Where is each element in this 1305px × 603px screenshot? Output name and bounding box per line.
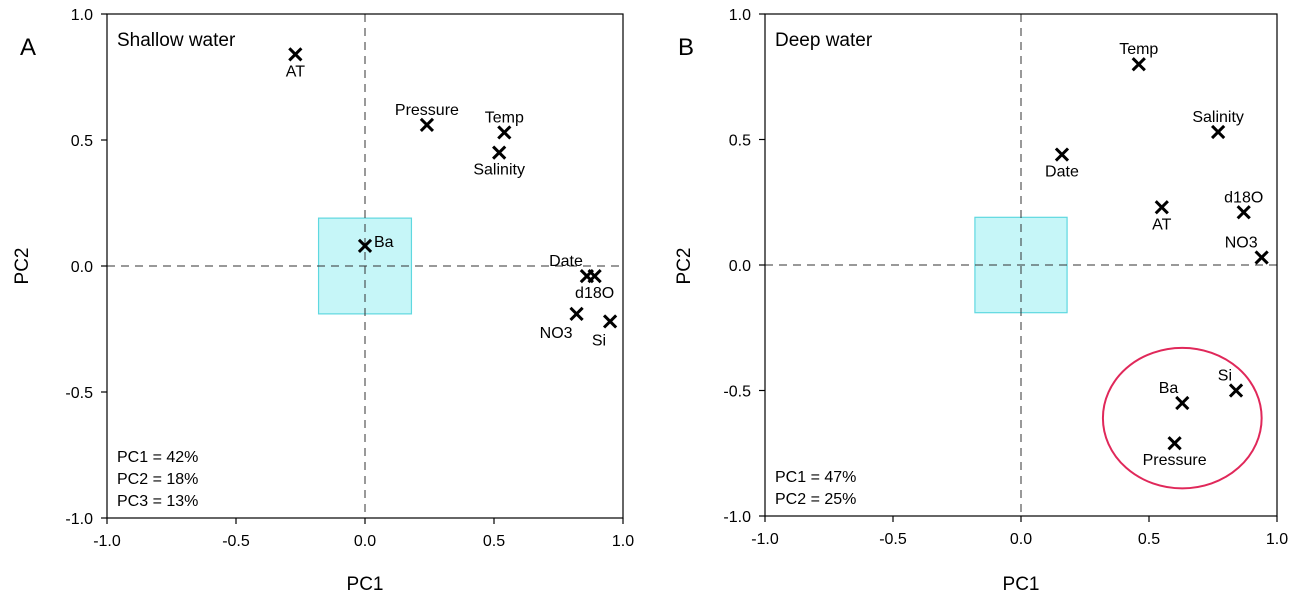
y-axis-label: PC2 — [674, 248, 695, 285]
chart-title: Shallow water — [117, 30, 236, 51]
point-label-si: Si — [592, 332, 606, 349]
point-label-ba: Ba — [1159, 380, 1179, 397]
y-tick-label: -1.0 — [723, 509, 751, 526]
point-marker-d18o — [587, 268, 602, 284]
point-label-pressure: Pressure — [395, 102, 459, 119]
point-marker-ba — [357, 238, 373, 253]
point-label-d18o: d18O — [575, 285, 614, 302]
point-marker-temp — [497, 125, 512, 140]
point-label-at: AT — [1152, 216, 1171, 233]
x-tick-label: 0.5 — [483, 533, 505, 550]
variance-stat: PC1 = 47% — [775, 469, 856, 486]
y-tick-label: 0.0 — [71, 259, 93, 276]
y-tick-label: 1.0 — [729, 7, 751, 24]
point-label-ba: Ba — [374, 234, 394, 251]
point-label-si: Si — [1218, 368, 1232, 385]
chart-title: Deep water — [775, 30, 873, 51]
point-label-date: Date — [1045, 164, 1079, 181]
x-tick-label: -0.5 — [879, 531, 907, 548]
y-tick-label: -0.5 — [65, 385, 93, 402]
point-label-no3: NO3 — [1225, 234, 1258, 251]
x-tick-label: 0.0 — [1010, 531, 1032, 548]
point-marker-si — [602, 314, 618, 329]
panel-label: B — [678, 34, 694, 61]
point-marker-pressure — [1167, 436, 1182, 451]
point-label-no3: NO3 — [540, 325, 573, 342]
point-label-date: Date — [549, 253, 583, 270]
x-tick-label: 1.0 — [1266, 531, 1288, 548]
variance-stat: PC3 = 13% — [117, 493, 198, 510]
variance-stat: PC1 = 42% — [117, 449, 198, 466]
point-label-temp: Temp — [1119, 41, 1158, 58]
highlight-ellipse — [1101, 346, 1263, 490]
x-tick-label: -1.0 — [751, 531, 779, 548]
point-marker-salinity — [1210, 124, 1226, 140]
point-label-temp: Temp — [485, 109, 524, 126]
x-axis-label: PC1 — [1003, 574, 1040, 595]
point-label-at: AT — [286, 63, 305, 80]
x-tick-label: 0.0 — [354, 533, 376, 550]
panel-label: A — [20, 34, 36, 61]
variance-stat: PC2 = 18% — [117, 471, 198, 488]
point-marker-date — [1054, 147, 1070, 162]
point-marker-d18o — [1236, 205, 1251, 220]
point-marker-no3 — [1254, 250, 1269, 265]
x-tick-label: -1.0 — [93, 533, 121, 550]
point-marker-pressure — [419, 117, 435, 133]
y-tick-label: 0.5 — [71, 133, 93, 150]
x-axis-label: PC1 — [347, 574, 384, 595]
y-tick-label: 0.0 — [729, 258, 751, 275]
point-label-salinity: Salinity — [473, 162, 525, 179]
y-tick-label: 0.5 — [729, 133, 751, 150]
x-tick-label: -0.5 — [222, 533, 250, 550]
y-axis-label: PC2 — [12, 248, 33, 285]
point-marker-at — [1154, 200, 1169, 215]
point-label-d18o: d18O — [1224, 189, 1263, 206]
y-tick-label: -1.0 — [65, 511, 93, 528]
x-tick-label: 1.0 — [612, 533, 634, 550]
point-marker-si — [1228, 383, 1244, 398]
point-label-salinity: Salinity — [1192, 109, 1244, 126]
point-label-pressure: Pressure — [1143, 452, 1207, 469]
point-marker-temp — [1131, 57, 1146, 72]
y-tick-label: 1.0 — [71, 7, 93, 24]
chart-panel-A: -1.0 -0.5 0.0 0.5 1.0 -1.0 -0.5 0.0 0.5 1.0 PC1 PC2… — [12, 7, 634, 595]
chart-panel-B: -1.0 -0.5 0.0 0.5 1.0 -1.0 -0.5 0.0 0.5 1.0 PC1 PC2… — [674, 7, 1288, 595]
point-marker-no3 — [569, 306, 584, 322]
variance-stat: PC2 = 25% — [775, 491, 856, 508]
x-tick-label: 0.5 — [1138, 531, 1160, 548]
y-tick-label: -0.5 — [723, 384, 751, 401]
point-marker-at — [288, 47, 303, 62]
point-marker-salinity — [492, 145, 507, 160]
point-marker-ba — [1175, 395, 1190, 411]
